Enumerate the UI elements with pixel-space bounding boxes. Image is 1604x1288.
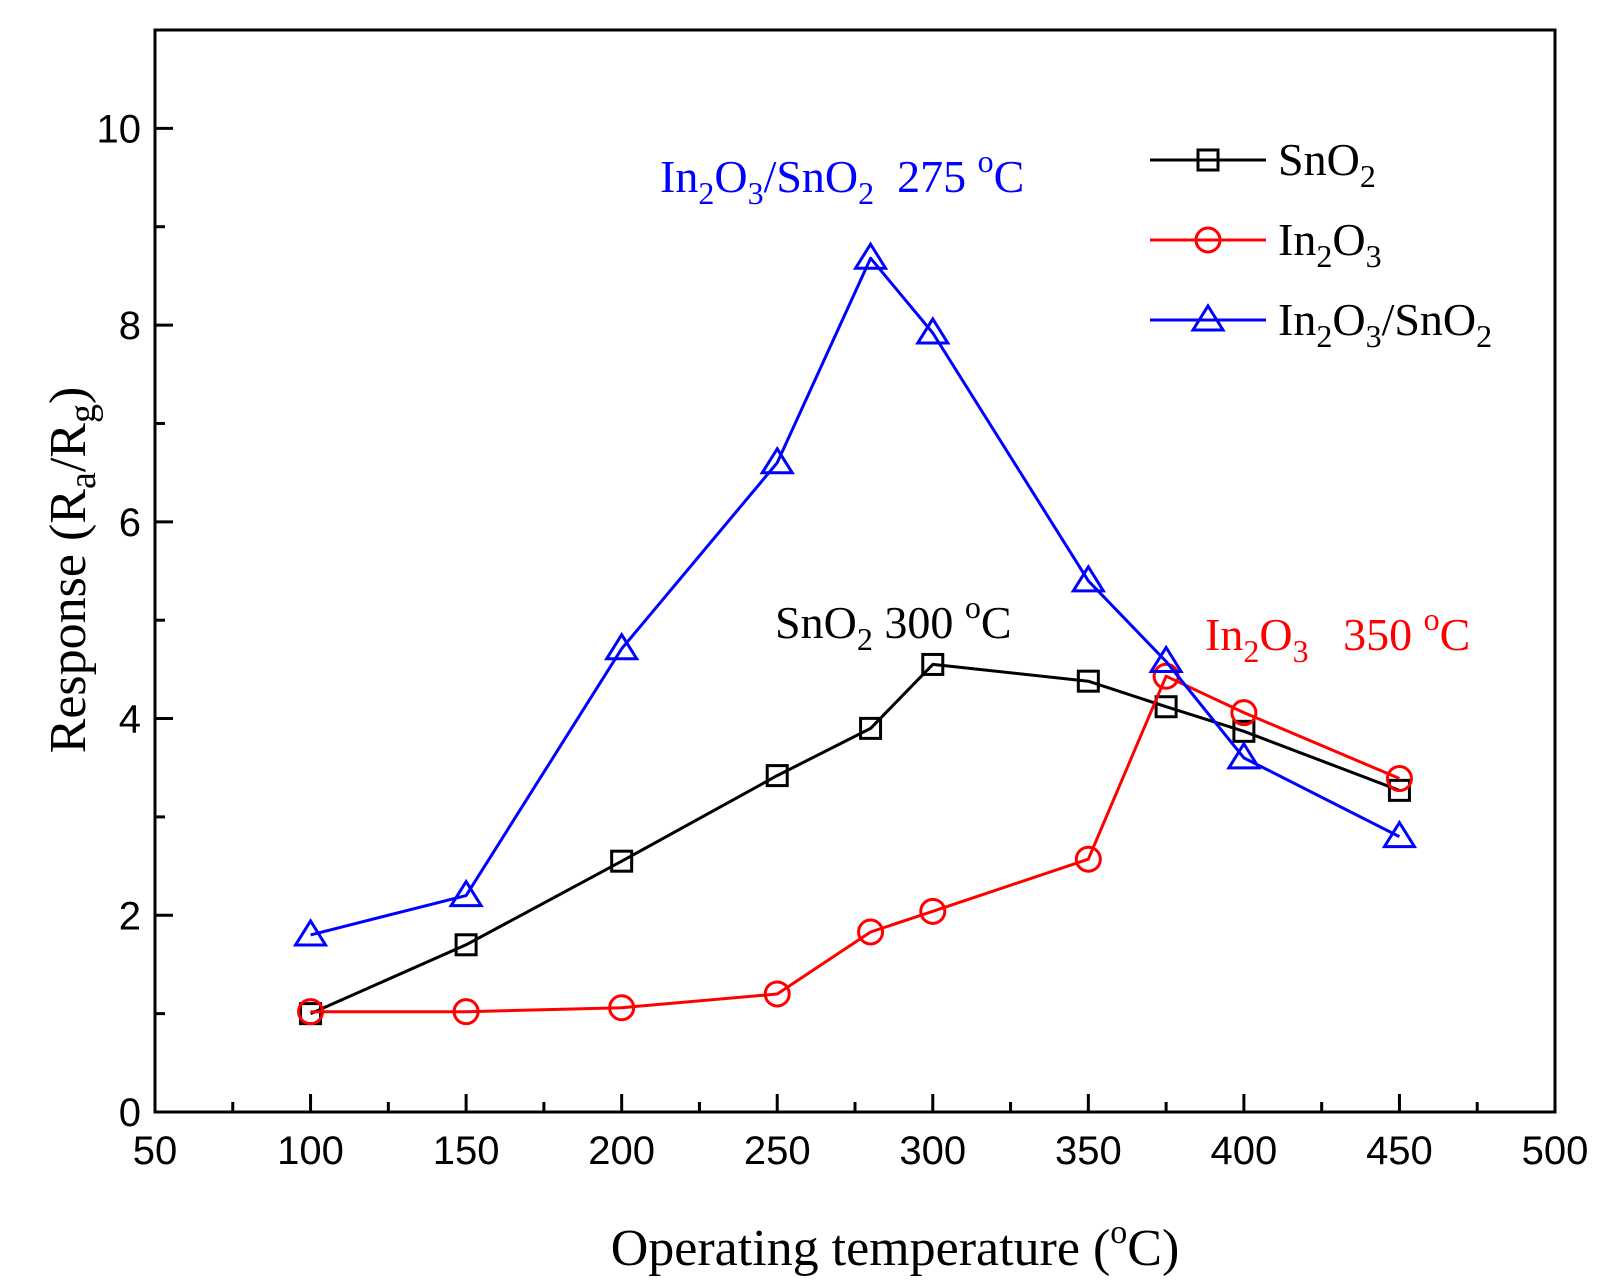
data-point-circle — [452, 998, 480, 1026]
x-tick-label: 450 — [1366, 1129, 1433, 1173]
data-point-triangle — [603, 631, 640, 661]
data-point-square — [610, 849, 634, 873]
series-triangle — [292, 241, 1418, 947]
data-point-circle — [297, 998, 325, 1026]
x-axis-title: Operating temperature (oC) — [611, 1214, 1180, 1277]
data-point-triangle — [1070, 564, 1107, 593]
data-point-square — [1387, 778, 1411, 802]
data-point-triangle — [448, 878, 484, 908]
data-point-circle — [763, 980, 791, 1008]
data-point-circle — [1230, 699, 1258, 727]
legend: SnO2 In2O3 In2O3/SnO2 — [1150, 134, 1492, 354]
data-point-triangle — [1148, 644, 1184, 673]
y-tick-label: 2 — [119, 894, 141, 938]
series-square — [299, 652, 1411, 1026]
y-tick-label: 0 — [119, 1091, 141, 1135]
axis-ticks: 50 100 150 200 250 300 350 400 450 500 0 2 4 6 8 10 — [97, 107, 1589, 1173]
x-tick-label: 150 — [433, 1129, 500, 1173]
data-point-square — [859, 716, 883, 740]
data-point-triangle — [292, 918, 329, 947]
legend-entry-in2o3: In2O3 — [1150, 214, 1382, 274]
annotation-red-peak: In2O3 350 oC — [1205, 601, 1470, 669]
data-point-circle — [1385, 765, 1413, 793]
legend-entry-sno2: SnO2 — [1150, 134, 1376, 194]
data-point-triangle — [1226, 741, 1262, 770]
legend-label-in2o3-sno2: In2O3/SnO2 — [1278, 294, 1492, 354]
series-line — [309, 662, 1400, 1015]
data-point-triangle — [1381, 819, 1418, 849]
y-tick-label: 10 — [97, 107, 142, 151]
annotation-blue-peak: In2O3/SnO2 275 oC — [660, 143, 1024, 211]
series-line — [310, 256, 1401, 937]
legend-marker-triangle — [1190, 303, 1226, 332]
data-point-square — [1154, 695, 1178, 719]
legend-label-sno2: SnO2 — [1278, 134, 1376, 194]
x-tick-label: 100 — [277, 1129, 344, 1173]
y-tick-label: 4 — [119, 698, 141, 742]
data-point-circle — [608, 994, 636, 1022]
x-tick-label: 50 — [133, 1129, 178, 1173]
data-point-circle — [919, 897, 947, 925]
legend-label-in2o3: In2O3 — [1278, 214, 1382, 274]
data-point-square — [1076, 669, 1100, 693]
data-point-square — [765, 764, 789, 788]
annotation-black-peak: SnO2 300 oC — [775, 589, 1012, 657]
x-tick-label: 300 — [899, 1129, 966, 1173]
y-tick-label: 6 — [119, 501, 141, 545]
x-tick-label: 250 — [744, 1129, 811, 1173]
series-circle — [297, 662, 1413, 1026]
legend-marker-circle — [1194, 226, 1222, 254]
data-point-triangle — [915, 316, 951, 345]
data-point-circle — [1074, 845, 1102, 873]
data-point-square — [921, 652, 945, 676]
series-line — [310, 674, 1400, 1014]
y-tick-label: 8 — [119, 304, 141, 348]
x-tick-label: 400 — [1211, 1129, 1278, 1173]
x-tick-label: 500 — [1522, 1129, 1589, 1173]
legend-marker-square — [1196, 148, 1220, 172]
x-tick-label: 350 — [1055, 1129, 1122, 1173]
data-point-triangle — [852, 241, 889, 270]
data-point-circle — [857, 918, 885, 946]
legend-entry-in2o3-sno2: In2O3/SnO2 — [1150, 294, 1492, 354]
y-axis-title: Response (Ra/Rg) — [40, 387, 104, 754]
data-point-square — [454, 933, 478, 957]
series-layer — [292, 241, 1418, 1026]
x-tick-label: 200 — [588, 1129, 655, 1173]
data-point-triangle — [759, 445, 795, 475]
